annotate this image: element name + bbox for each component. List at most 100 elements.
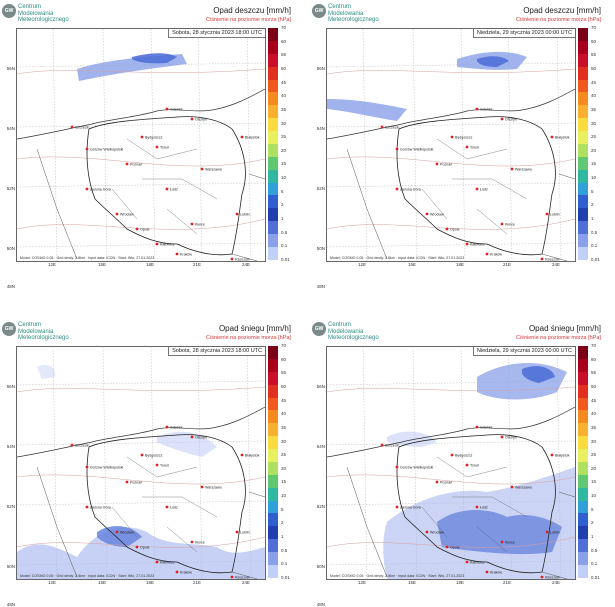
city-label: Olsztyn xyxy=(195,118,207,122)
city-label: Opole xyxy=(140,228,150,232)
legend-swatch xyxy=(578,118,588,131)
legend-label: 0.01 xyxy=(281,257,290,262)
legend-label: 20 xyxy=(591,147,597,153)
legend-swatch xyxy=(578,449,588,462)
city-marker xyxy=(135,227,139,231)
legend-swatch xyxy=(268,195,278,209)
city-label: Bydgoszcz xyxy=(455,454,473,458)
city-marker xyxy=(85,147,89,151)
city-marker xyxy=(230,575,234,579)
panel-title: Opad deszczu [mm/h] xyxy=(523,6,601,15)
city-label: Łódź xyxy=(170,506,178,510)
legend-swatch xyxy=(268,118,278,131)
lon-tick-label: 24E xyxy=(241,580,250,585)
city-label: Katowice xyxy=(160,243,175,247)
lat-tick-label: 50N xyxy=(6,246,15,251)
city-marker xyxy=(545,530,549,534)
legend-swatch xyxy=(268,346,278,359)
lat-tick-label: 56N xyxy=(6,66,15,71)
city-marker xyxy=(450,453,454,457)
panel-subtitle: Ciśnienie na poziomie morza [hPa] xyxy=(206,335,291,341)
city-marker xyxy=(155,145,159,149)
city-label: Zielona Góra xyxy=(90,188,111,192)
legend-label: 55 xyxy=(591,52,597,58)
city-marker xyxy=(485,570,489,574)
legend-swatch xyxy=(268,449,278,462)
city-label: Kraków xyxy=(180,571,192,575)
legend-swatch xyxy=(578,397,588,411)
city-marker xyxy=(510,485,514,489)
legend-label: 25 xyxy=(591,452,597,458)
city-label: Kraków xyxy=(490,253,502,257)
lon-tick-label: 12E xyxy=(47,580,56,585)
legend-label: 55 xyxy=(591,370,597,376)
lon-tick-label: 24E xyxy=(551,262,560,267)
legend-swatch xyxy=(268,397,278,411)
city-label: Bydgoszcz xyxy=(145,454,163,458)
lon-tick-label: 18E xyxy=(145,262,154,267)
precipitation-area xyxy=(97,525,142,547)
city-label: Opole xyxy=(450,228,460,232)
lon-tick-label: 12E xyxy=(47,262,56,267)
lon-tick-label: 21E xyxy=(502,580,511,585)
city-marker xyxy=(425,530,429,534)
city-marker xyxy=(475,425,479,429)
city-marker xyxy=(445,545,449,549)
legend-label: 1 xyxy=(591,534,594,540)
legend-label: 0.01 xyxy=(281,575,290,580)
legend-label: 40 xyxy=(281,93,287,99)
city-label: Warszawa xyxy=(205,168,222,172)
legend-swatch xyxy=(578,66,588,80)
city-marker xyxy=(230,257,234,261)
legend-label: 60 xyxy=(281,38,287,44)
legend-swatch xyxy=(268,423,278,437)
legend-swatch xyxy=(268,552,278,565)
city-label: Szczecin xyxy=(385,126,399,130)
legend-label: 2 xyxy=(591,202,594,208)
legend-label: 1 xyxy=(281,216,284,222)
city-label: Lublin xyxy=(550,531,560,535)
city-marker xyxy=(465,145,469,149)
city-marker xyxy=(465,560,469,564)
legend-swatch xyxy=(578,461,588,475)
panel-subtitle: Ciśnienie na poziomie morza [hPa] xyxy=(516,335,601,341)
precipitation-area xyxy=(327,99,407,121)
legend-swatch xyxy=(268,169,278,183)
city-label: Szczecin xyxy=(75,444,89,448)
city-marker xyxy=(175,570,179,574)
city-marker xyxy=(240,135,244,139)
city-label: Gdańsk xyxy=(170,108,183,112)
map-panel: GW Centrum Modelowania Meteorologicznego Opa… xyxy=(0,318,305,607)
lat-tick-label: 54N xyxy=(316,444,325,449)
map-panel: GW Centrum Modelowania Meteorologicznego Opa… xyxy=(0,0,305,289)
map-canvas: Gdańsk Szczecin Bydgoszcz Olsztyn Białystok G… xyxy=(327,347,575,579)
legend-label: 70 xyxy=(281,343,287,348)
model-footer: Model: COSMO 0.05 · Grid dmdy: 2.8km · I… xyxy=(330,574,465,578)
city-marker xyxy=(165,187,169,191)
lat-tick-label: 52N xyxy=(316,504,325,509)
legend-label: 5 xyxy=(591,188,594,194)
org-name: Centrum Modelowania Meteorologicznego xyxy=(18,4,69,23)
city-marker xyxy=(85,505,89,509)
legend-label: 30 xyxy=(281,120,287,126)
legend-swatch xyxy=(578,79,588,93)
city-label: Wrocław xyxy=(120,213,134,217)
city-marker xyxy=(85,187,89,191)
legend-swatch xyxy=(578,423,588,437)
legend-swatch xyxy=(268,28,278,41)
legend-label: 15 xyxy=(281,479,287,485)
poland-border xyxy=(396,116,556,256)
city-label: Poznań xyxy=(440,481,452,485)
imgw-logo-icon: GW xyxy=(2,4,16,18)
legend-swatch xyxy=(268,234,278,247)
lat-tick-label: 48N xyxy=(6,602,15,607)
legend-swatch xyxy=(578,131,588,144)
forecast-date: Sobota, 28 stycznia 2023 18:00 UTC xyxy=(168,347,265,356)
city-marker xyxy=(500,540,504,544)
city-label: Szczecin xyxy=(75,126,89,130)
lat-tick-label: 48N xyxy=(316,602,325,607)
legend-label: 2 xyxy=(281,202,284,208)
legend-swatch xyxy=(578,564,588,578)
city-marker xyxy=(395,147,399,151)
legend-label: 2 xyxy=(281,520,284,526)
